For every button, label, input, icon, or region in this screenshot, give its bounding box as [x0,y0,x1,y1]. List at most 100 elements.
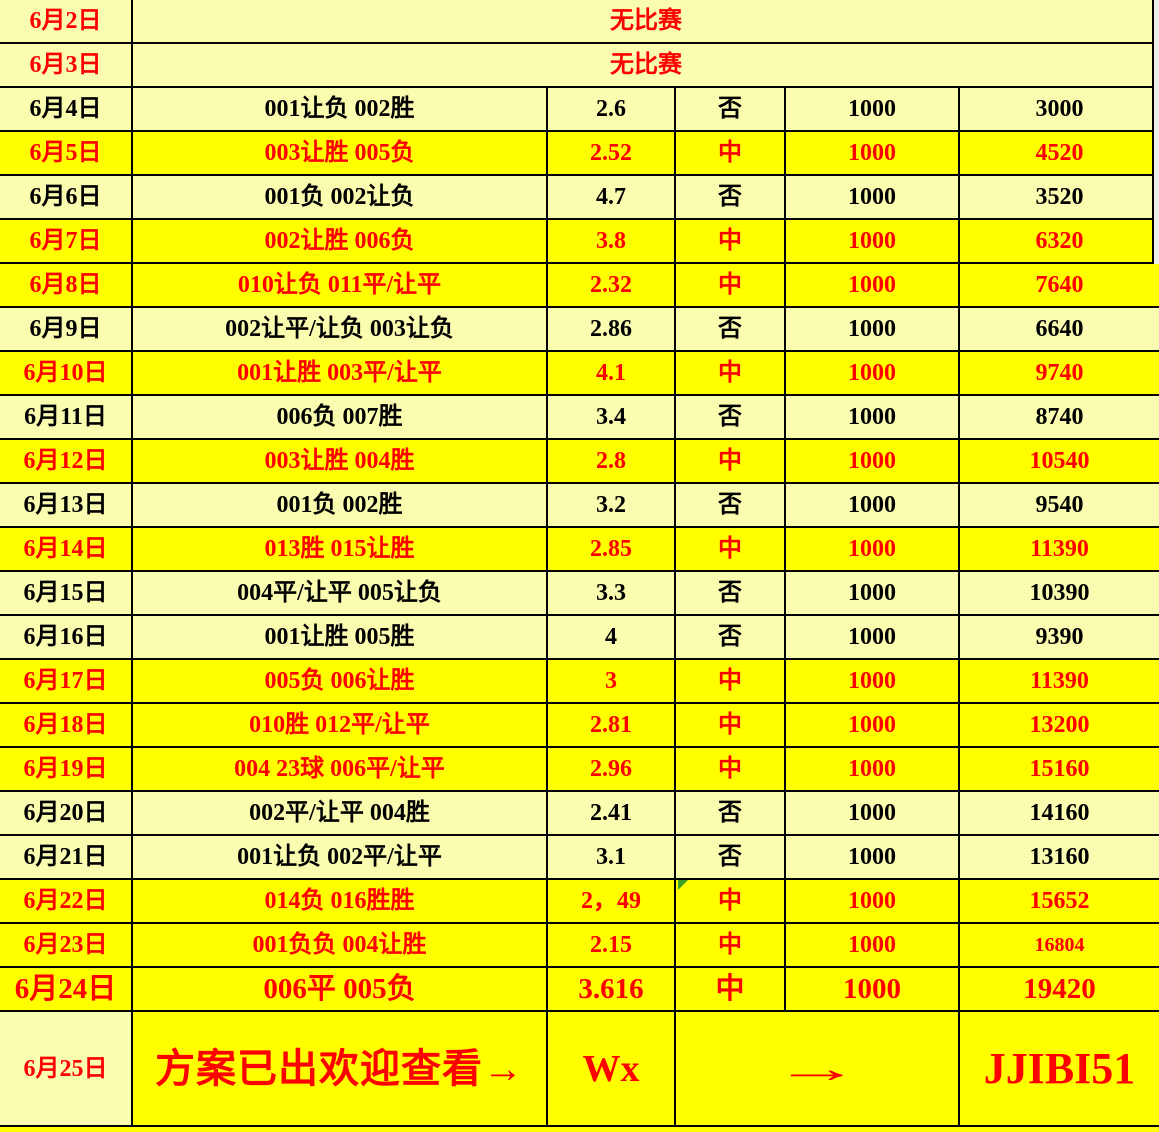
odds-cell: 3.4 [546,396,674,438]
stake-cell: 1000 [784,880,958,922]
result-cell: 中 [674,132,784,174]
picks-cell: 014负 016胜胜 [131,880,546,922]
total-cell: 13160 [958,836,1159,878]
odds-cell: 3 [546,660,674,702]
odds-cell: 2.52 [546,132,674,174]
date-cell: 6月13日 [0,484,131,526]
odds-cell: 3.616 [546,968,674,1010]
right-arrow-icon: → [773,1045,861,1091]
total-cell: 11390 [958,528,1159,570]
stake-cell: 1000 [784,132,958,174]
table-row: 6月6日 001负 002让负 4.7 否 1000 3520 [0,176,1159,220]
date-cell: 6月14日 [0,528,131,570]
stake-cell: 1000 [784,396,958,438]
table-row: 6月16日 001让胜 005胜 4 否 1000 9390 [0,616,1159,660]
total-cell: 19420 [958,968,1159,1010]
picks-cell: 001让胜 003平/让平 [131,352,546,394]
result-cell: 否 [674,308,784,350]
table-row: 6月13日 001负 002胜 3.2 否 1000 9540 [0,484,1159,528]
date-cell: 6月22日 [0,880,131,922]
table-row: 6月5日 003让胜 005负 2.52 中 1000 4520 [0,132,1159,176]
total-cell: 6320 [958,220,1159,262]
bottom-bleed-strip [0,1127,1159,1132]
date-cell: 6月9日 [0,308,131,350]
result-cell: 中 [674,220,784,262]
date-cell: 6月18日 [0,704,131,746]
picks-cell: 002让平/让负 003让负 [131,308,546,350]
total-cell: 15160 [958,748,1159,790]
sheet-right-gutter [1152,0,1159,264]
picks-cell: 001让胜 005胜 [131,616,546,658]
total-cell: 6640 [958,308,1159,350]
total-cell: 8740 [958,396,1159,438]
odds-cell: 2.15 [546,924,674,966]
picks-cell: 013胜 015让胜 [131,528,546,570]
table-row: 6月15日 004平/让平 005让负 3.3 否 1000 10390 [0,572,1159,616]
stake-cell: 1000 [784,88,958,130]
result-cell: 中 [674,440,784,482]
date-cell: 6月24日 [0,968,131,1010]
date-cell: 6月15日 [0,572,131,614]
picks-cell: 006负 007胜 [131,396,546,438]
odds-cell: 2.8 [546,440,674,482]
stake-cell: 1000 [784,836,958,878]
table-row: 6月14日 013胜 015让胜 2.85 中 1000 11390 [0,528,1159,572]
stake-cell: 1000 [784,176,958,218]
table-row: 6月17日 005负 006让胜 3 中 1000 11390 [0,660,1159,704]
contact-code-cell: JJIBI51 [958,1012,1159,1125]
date-cell: 6月5日 [0,132,131,174]
result-cell: 否 [674,792,784,834]
result-cell: 否 [674,88,784,130]
stake-cell: 1000 [784,308,958,350]
result-cell: 否 [674,572,784,614]
wechat-cell: Wx [546,1012,674,1125]
odds-cell: 3.2 [546,484,674,526]
table-row: 6月24日 006平 005负 3.616 中 1000 19420 [0,968,1159,1012]
date-cell: 6月23日 [0,924,131,966]
result-cell: 否 [674,484,784,526]
stake-cell: 1000 [784,616,958,658]
total-cell: 10390 [958,572,1159,614]
result-cell: 中 [674,968,784,1010]
odds-cell: 3.8 [546,220,674,262]
picks-cell: 003让胜 004胜 [131,440,546,482]
total-cell: 9390 [958,616,1159,658]
table-row: 6月7日 002让胜 006负 3.8 中 1000 6320 [0,220,1159,264]
table-row: 6月25日 方案已出欢迎查看→ Wx → JJIBI51 [0,1012,1159,1127]
result-cell: 否 [674,616,784,658]
picks-cell: 001负 002胜 [131,484,546,526]
odds-cell: 2，49 [546,880,674,922]
stake-cell: 1000 [784,572,958,614]
stake-cell: 1000 [784,924,958,966]
plan-announcement-cell: 方案已出欢迎查看→ [131,1012,546,1125]
stake-cell: 1000 [784,704,958,746]
date-cell: 6月2日 [0,0,131,42]
total-cell: 4520 [958,132,1159,174]
table-row: 6月10日 001让胜 003平/让平 4.1 中 1000 9740 [0,352,1159,396]
result-cell: 中 [674,264,784,306]
stake-cell: 1000 [784,528,958,570]
odds-cell: 2.86 [546,308,674,350]
picks-cell: 006平 005负 [131,968,546,1010]
result-cell: 否 [674,836,784,878]
result-cell: 中 [674,660,784,702]
table-row: 6月22日 014负 016胜胜 2，49 中 1000 15652 [0,880,1159,924]
no-match-cell: 无比赛 [131,44,1159,86]
picks-cell: 001负负 004让胜 [131,924,546,966]
odds-cell: 3.3 [546,572,674,614]
odds-cell: 2.96 [546,748,674,790]
total-cell: 9540 [958,484,1159,526]
table-row: 6月20日 002平/让平 004胜 2.41 否 1000 14160 [0,792,1159,836]
stake-cell: 1000 [784,264,958,306]
stake-cell: 1000 [784,440,958,482]
stake-cell: 1000 [784,968,958,1010]
total-cell: 13200 [958,704,1159,746]
total-cell: 11390 [958,660,1159,702]
total-cell: 3520 [958,176,1159,218]
stake-cell: 1000 [784,792,958,834]
odds-cell: 2.41 [546,792,674,834]
arrow-cell: → [674,1012,958,1125]
date-cell: 6月25日 [0,1012,131,1125]
table-row: 6月9日 002让平/让负 003让负 2.86 否 1000 6640 [0,308,1159,352]
